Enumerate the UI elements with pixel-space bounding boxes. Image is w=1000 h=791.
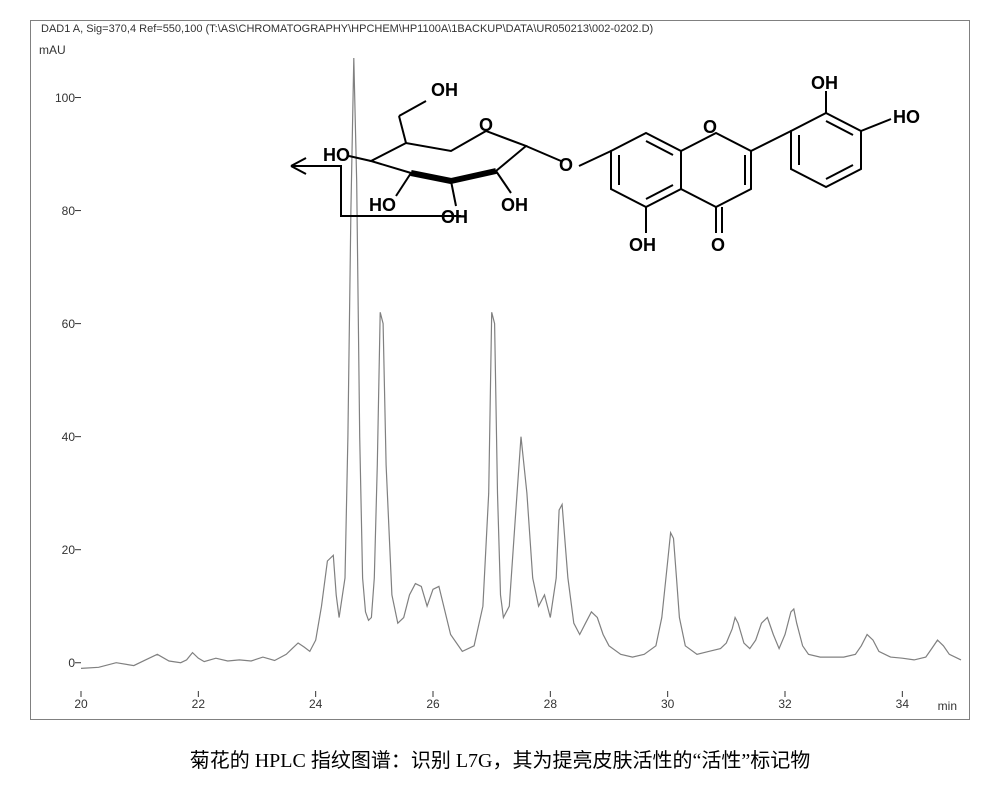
x-tick-label: 20: [66, 697, 96, 711]
mol-label-oh: OH: [431, 80, 458, 100]
x-tick-label: 34: [887, 697, 917, 711]
y-tick-label: 100: [41, 91, 75, 105]
y-tick-label: 80: [41, 204, 75, 218]
y-axis-unit: mAU: [39, 43, 66, 57]
figure-caption: 菊花的 HPLC 指纹图谱：识别 L7G，其为提亮皮肤活性的“活性”标记物: [0, 744, 1000, 773]
x-tick-label: 30: [653, 697, 683, 711]
x-tick-label: 24: [301, 697, 331, 711]
mol-label-oh3p: OH: [811, 73, 838, 93]
chart-frame: DAD1 A, Sig=370,4 Ref=550,100 (T:\AS\CHR…: [30, 20, 970, 720]
x-tick-label: 32: [770, 697, 800, 711]
x-tick-label: 22: [183, 697, 213, 711]
y-tick-label: 40: [41, 430, 75, 444]
y-tick-label: 0: [41, 656, 75, 670]
mol-label-oh3: OH: [501, 195, 528, 215]
arrow-indicator: [281, 136, 481, 236]
mol-label-oh5: OH: [629, 235, 656, 255]
x-axis-unit: min: [938, 699, 957, 713]
mol-label-o-carbonyl: O: [711, 235, 725, 255]
mol-label-o-glyc: O: [559, 155, 573, 175]
y-tick-label: 20: [41, 543, 75, 557]
mol-label-o-pyran: O: [703, 117, 717, 137]
mol-label-oh4p: HO: [893, 107, 920, 127]
chart-title: DAD1 A, Sig=370,4 Ref=550,100 (T:\AS\CHR…: [41, 23, 653, 35]
y-tick-label: 60: [41, 317, 75, 331]
x-tick-label: 28: [535, 697, 565, 711]
mol-label-o-ring: O: [479, 115, 493, 135]
x-tick-label: 26: [418, 697, 448, 711]
